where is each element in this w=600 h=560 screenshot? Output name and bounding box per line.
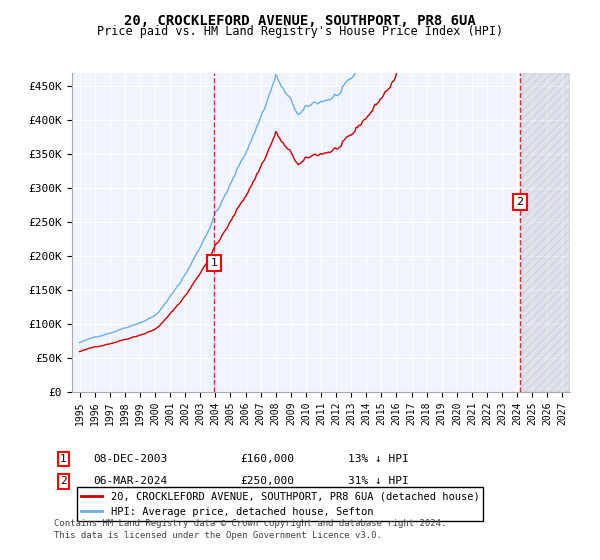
- Text: £250,000: £250,000: [240, 477, 294, 487]
- Text: 1: 1: [211, 258, 218, 268]
- Text: 1: 1: [60, 454, 67, 464]
- Text: Price paid vs. HM Land Registry's House Price Index (HPI): Price paid vs. HM Land Registry's House …: [97, 25, 503, 38]
- Text: 06-MAR-2024: 06-MAR-2024: [93, 477, 167, 487]
- Text: 08-DEC-2003: 08-DEC-2003: [93, 454, 167, 464]
- Text: 2: 2: [516, 197, 523, 207]
- Text: 20, CROCKLEFORD AVENUE, SOUTHPORT, PR8 6UA: 20, CROCKLEFORD AVENUE, SOUTHPORT, PR8 6…: [124, 14, 476, 28]
- Text: This data is licensed under the Open Government Licence v3.0.: This data is licensed under the Open Gov…: [54, 531, 382, 540]
- Text: 13% ↓ HPI: 13% ↓ HPI: [348, 454, 409, 464]
- Legend: 20, CROCKLEFORD AVENUE, SOUTHPORT, PR8 6UA (detached house), HPI: Average price,: 20, CROCKLEFORD AVENUE, SOUTHPORT, PR8 6…: [77, 487, 484, 521]
- Text: 31% ↓ HPI: 31% ↓ HPI: [348, 477, 409, 487]
- Text: 2: 2: [60, 477, 67, 487]
- Text: £160,000: £160,000: [240, 454, 294, 464]
- Text: Contains HM Land Registry data © Crown copyright and database right 2024.: Contains HM Land Registry data © Crown c…: [54, 520, 446, 529]
